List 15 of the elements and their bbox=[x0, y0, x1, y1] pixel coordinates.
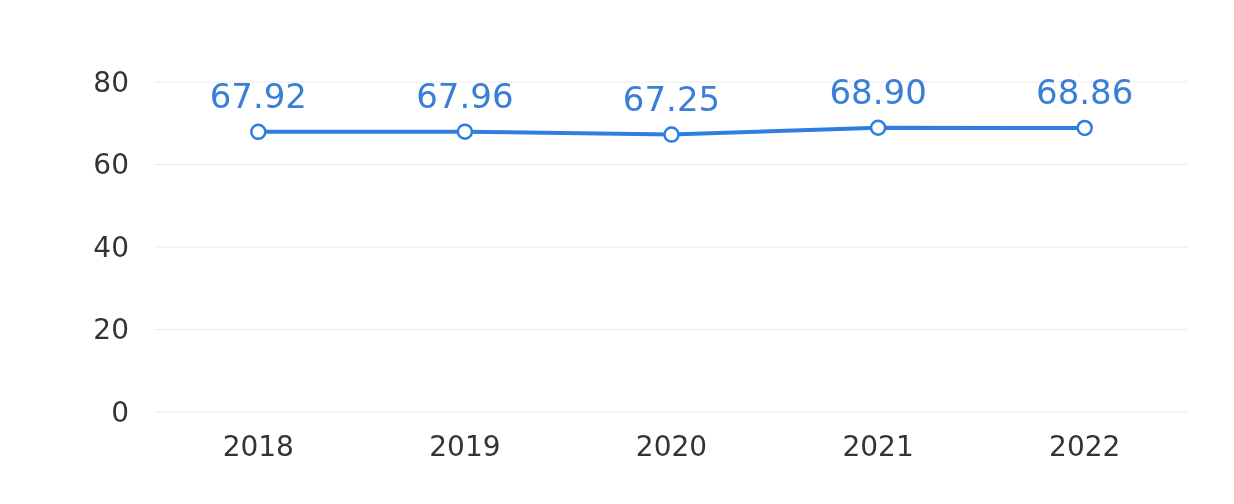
text: 68.86 bbox=[1036, 71, 1134, 112]
text: 68.90 bbox=[829, 71, 927, 112]
text: 67.92 bbox=[209, 75, 307, 116]
y-tick-label: 0 bbox=[111, 395, 129, 429]
y-tick-label: 20 bbox=[93, 313, 129, 347]
x-tick-label: 2021 bbox=[842, 429, 914, 463]
y-tick-label: 80 bbox=[93, 65, 129, 99]
x-tick-label: 2019 bbox=[429, 429, 501, 463]
x-tick-label: 2022 bbox=[1049, 429, 1121, 463]
text: 67.96 bbox=[416, 75, 514, 116]
x-tick-label: 2020 bbox=[635, 429, 708, 463]
y-tick-label: 60 bbox=[93, 148, 129, 182]
y-tick-label: 40 bbox=[93, 230, 129, 264]
x-tick-label: 2018 bbox=[222, 429, 294, 463]
text: 67.25 bbox=[622, 78, 721, 119]
